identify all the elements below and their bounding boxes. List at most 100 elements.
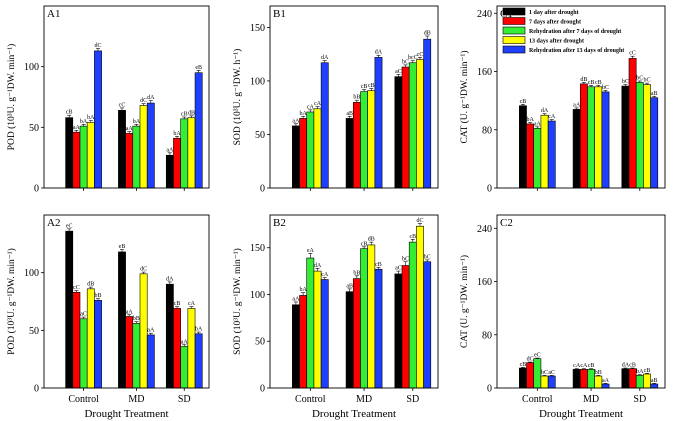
significance-label: dC	[140, 267, 147, 273]
significance-label: cB	[174, 301, 181, 307]
significance-label: aB	[346, 111, 353, 117]
bar-b2-s1-md	[345, 291, 354, 389]
bar-c2-s2-md	[579, 369, 588, 389]
bar-c2-s2-sd	[628, 368, 637, 389]
significance-label: cB	[368, 83, 375, 89]
significance-label: cB	[588, 80, 595, 86]
bar-a1-s4-sd	[187, 117, 196, 189]
bar-b1-s5-md	[374, 57, 383, 189]
significance-label: cB	[588, 363, 595, 369]
bar-b1-s1-control	[292, 125, 300, 189]
bar-a2-s4-md	[139, 273, 148, 389]
bar-b1-s5-sd	[423, 38, 432, 189]
significance-label: aC	[80, 312, 87, 318]
bar-c2-s2-control	[526, 362, 535, 389]
bar-a2-s2-md	[125, 316, 134, 389]
legend-swatch	[502, 45, 526, 54]
y-tick-label: 50	[29, 123, 39, 134]
legend-swatch	[502, 7, 526, 16]
significance-label: bA	[173, 131, 181, 137]
bar-b2-s4-sd	[416, 225, 424, 389]
significance-label: bA	[87, 115, 95, 121]
plot-frame	[43, 214, 210, 389]
significance-label: aA	[573, 102, 581, 108]
significance-label: dC	[140, 98, 147, 104]
bar-c2-s4-control	[540, 375, 549, 389]
bar-b1-s3-md	[360, 91, 368, 189]
significance-label: cB	[181, 112, 188, 118]
significance-label: dB	[87, 282, 94, 288]
bar-a2-s3-md	[132, 323, 141, 389]
x-tick-label: SD	[633, 394, 646, 405]
x-axis-label: Drought Treatment	[312, 408, 396, 420]
bar-a2-s1-sd	[165, 283, 174, 389]
legend-swatch	[502, 36, 526, 44]
y-tick-label: 0	[34, 384, 39, 395]
bar-c2-s1-control	[519, 367, 527, 389]
significance-label: bB	[353, 270, 360, 276]
y-tick-label: 100	[24, 62, 39, 73]
bar-a1-s3-control	[79, 125, 88, 189]
legend-swatch	[502, 26, 526, 35]
x-tick-label: MD	[356, 394, 372, 405]
bar-c2-s3-control	[533, 358, 542, 389]
x-tick-label: Control	[68, 394, 99, 405]
bar-c2-s5-control	[547, 375, 556, 389]
significance-label: aA	[73, 125, 81, 131]
plot-frame	[43, 5, 210, 189]
significance-label: bC	[402, 59, 409, 65]
bar-a1-s2-sd	[173, 137, 181, 189]
significance-label: bC	[424, 254, 431, 260]
y-axis-label: CAT (U. g⁻¹DW. min⁻¹)	[459, 50, 470, 143]
significance-label: bC	[622, 79, 629, 85]
bar-b1-s2-control	[299, 118, 308, 189]
bar-c1-s2-md	[579, 83, 588, 189]
significance-label: dB	[424, 30, 431, 36]
significance-label: bC	[402, 256, 409, 262]
bar-c1-s5-control	[547, 120, 556, 189]
bar-b1-s2-sd	[401, 66, 410, 189]
significance-label: cB	[375, 262, 382, 268]
panel-label: B1	[273, 8, 286, 20]
bar-b1-s5-control	[320, 62, 329, 189]
significance-label: cC	[73, 285, 80, 291]
bar-c1-s4-sd	[643, 84, 651, 189]
significance-label: cB	[629, 363, 636, 369]
bar-a1-s3-md	[132, 125, 141, 189]
significance-label: dC	[527, 357, 534, 363]
bar-c1-s1-control	[519, 105, 527, 189]
significance-label: bA	[299, 111, 307, 117]
significance-label: bC	[643, 78, 650, 84]
bar-b1-s1-sd	[394, 76, 403, 189]
bar-b1-s4-control	[313, 108, 322, 189]
bar-c1-s1-sd	[621, 85, 630, 189]
significance-label: cB	[409, 234, 416, 240]
bar-a2-s1-control	[65, 230, 74, 389]
y-tick-label: 50	[29, 326, 39, 337]
bar-c2-s4-sd	[643, 373, 651, 389]
y-tick-label: 0	[260, 384, 265, 395]
y-tick-label: 0	[34, 184, 39, 195]
panel-label: C2	[500, 217, 513, 229]
significance-label: aC	[395, 266, 402, 272]
significance-label: bB	[94, 293, 101, 299]
bar-a2-s5-sd	[194, 333, 203, 389]
significance-label: bA	[133, 119, 141, 125]
significance-label: aA	[602, 378, 610, 384]
y-tick-label: 50	[255, 337, 265, 348]
bar-c2-s5-md	[601, 383, 610, 389]
bar-c1-s1-md	[572, 109, 581, 189]
y-tick-label: 100	[250, 76, 265, 87]
x-tick-label: SD	[178, 394, 191, 405]
x-axis-label: Drought Treatment	[539, 408, 623, 420]
bar-c1-s3-md	[587, 86, 595, 189]
significance-label: bC	[602, 85, 609, 91]
plot-frame	[496, 5, 666, 189]
bar-b1-s1-md	[345, 118, 354, 189]
significance-label: aA	[147, 328, 155, 334]
significance-label: dA	[321, 55, 329, 61]
significance-label: eC	[66, 223, 73, 229]
x-tick-label: Control	[295, 394, 326, 405]
significance-label: dA	[166, 276, 174, 282]
